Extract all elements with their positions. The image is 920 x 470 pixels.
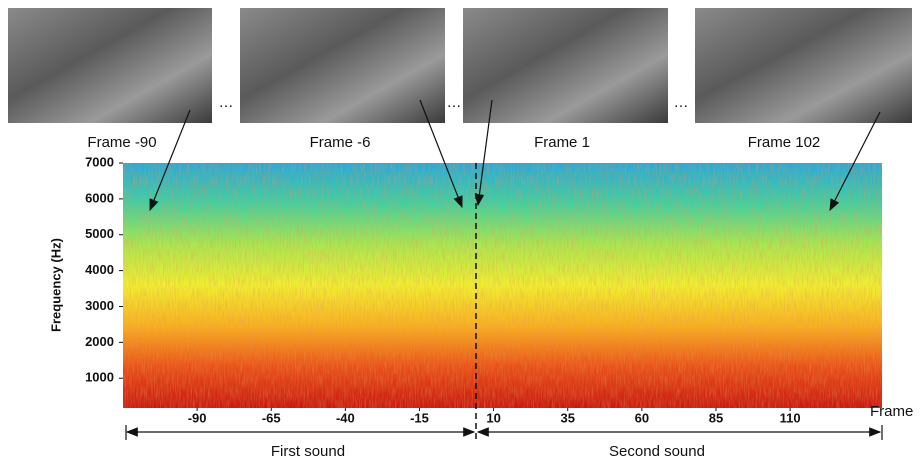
photo xyxy=(463,8,668,123)
ellipsis: … xyxy=(219,94,234,111)
x-tick-label: -65 xyxy=(262,410,281,425)
segment-label: First sound xyxy=(271,443,345,460)
y-tick-label: 3000 xyxy=(85,298,114,313)
y-tick-label: 2000 xyxy=(85,334,114,349)
x-tick-label: 35 xyxy=(560,410,574,425)
photo xyxy=(695,8,912,123)
x-axis-label: Frame xyxy=(870,403,913,420)
segment-label: Second sound xyxy=(609,443,705,460)
frame-photos xyxy=(8,8,912,123)
x-tick-label: 85 xyxy=(709,410,723,425)
x-tick-label: 60 xyxy=(635,410,649,425)
x-tick-label: -40 xyxy=(336,410,355,425)
arrow xyxy=(149,109,191,212)
frame-label: Frame -90 xyxy=(87,134,156,151)
y-tick-label: 5000 xyxy=(85,226,114,241)
y-tick-label: 4000 xyxy=(85,262,114,277)
ellipsis: … xyxy=(447,94,462,111)
spectrogram-texture xyxy=(123,163,882,408)
x-tick-label: 10 xyxy=(486,410,500,425)
x-tick-label: 110 xyxy=(780,410,801,425)
ellipsis: … xyxy=(674,94,689,111)
arrow xyxy=(474,99,493,207)
y-tick-label: 6000 xyxy=(85,190,114,205)
arrow xyxy=(419,99,463,209)
arrow xyxy=(829,111,881,212)
x-tick-label: -15 xyxy=(410,410,429,425)
frame-label: Frame 1 xyxy=(534,134,590,151)
photo xyxy=(240,8,445,123)
frame-arrows xyxy=(149,99,881,212)
frame-label: Frame 102 xyxy=(748,134,821,151)
frame-label: Frame -6 xyxy=(310,134,371,151)
y-axis-label: Frequency (Hz) xyxy=(48,238,63,332)
y-tick-label: 7000 xyxy=(85,154,114,169)
y-tick-label: 1000 xyxy=(85,370,114,385)
photo xyxy=(8,8,212,123)
x-tick-label: -90 xyxy=(188,410,207,425)
spectrogram xyxy=(123,163,882,408)
segment-bars xyxy=(125,425,883,440)
